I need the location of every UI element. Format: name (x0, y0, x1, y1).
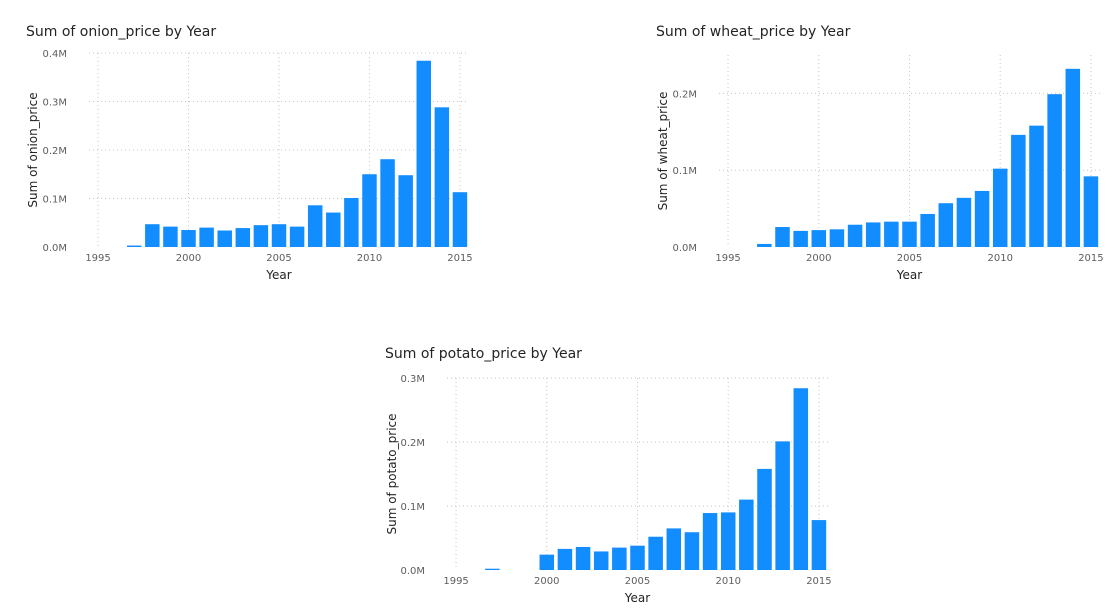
bar (720, 512, 736, 570)
chart-title: Sum of wheat_price by Year (656, 24, 851, 40)
bar (271, 224, 287, 247)
y-tick-label: 0.2M (672, 89, 697, 100)
bar (956, 197, 972, 247)
x-tick-label: 1995 (715, 253, 740, 264)
bar (829, 229, 845, 247)
x-tick-label: 2010 (715, 576, 740, 587)
bar (811, 520, 827, 570)
bar (775, 441, 790, 570)
bar (434, 107, 450, 247)
bar (1011, 134, 1026, 247)
y-tick-label: 0.0M (672, 243, 697, 254)
bar (1083, 176, 1099, 247)
bar (362, 174, 377, 247)
bar (793, 388, 809, 570)
bar (920, 213, 935, 247)
bar (557, 548, 573, 570)
bar (307, 205, 323, 247)
y-tick-label: 0.3M (42, 98, 67, 109)
y-tick-label: 0.2M (400, 438, 425, 449)
bar (575, 546, 591, 570)
x-tick-label: 2000 (176, 253, 201, 264)
x-axis-title: Year (624, 591, 650, 605)
x-tick-label: 2015 (447, 253, 472, 264)
potato-price-chart: 0.0M 0.1M 0.2M 0.3M 1995 2000 2005 2010 2015 Year… (385, 374, 832, 605)
onion-price-chart: 0.0M 0.1M 0.2M 0.3M 0.4M 1995 2000 2005 2010 2015… (26, 49, 473, 282)
bar (181, 230, 196, 247)
y-tick-label: 0.0M (42, 243, 67, 254)
x-tick-label: 2010 (987, 253, 1012, 264)
y-tick-label: 0.2M (42, 146, 67, 157)
bar (253, 225, 269, 247)
bar (847, 224, 863, 247)
x-axis-title: Year (896, 268, 922, 282)
bar (1029, 125, 1044, 247)
bar (127, 245, 142, 247)
bar (902, 221, 917, 247)
chart-title: Sum of onion_price by Year (26, 24, 217, 40)
bar (666, 528, 682, 570)
x-tick-label: 2005 (897, 253, 922, 264)
bar (145, 224, 160, 247)
y-axis-title: Sum of potato_price (385, 413, 399, 534)
bar (326, 212, 341, 247)
bar (757, 468, 772, 570)
y-axis-title: Sum of onion_price (26, 92, 40, 207)
bar (684, 532, 700, 570)
bar (938, 203, 954, 247)
bar (539, 554, 555, 570)
x-axis-title: Year (265, 268, 291, 282)
y-axis-title: Sum of wheat_price (656, 92, 670, 211)
x-tick-label: 2005 (625, 576, 650, 587)
x-tick-label: 1995 (443, 576, 468, 587)
bar (612, 547, 627, 570)
bar (757, 243, 772, 247)
chart-title: Sum of potato_price by Year (385, 346, 582, 362)
y-tick-label: 0.1M (42, 195, 67, 206)
bar (1065, 68, 1081, 247)
bar (163, 226, 178, 247)
bar (452, 192, 468, 247)
y-tick-label: 0.4M (42, 49, 67, 60)
bar (217, 230, 232, 247)
wheat-price-chart: 0.0M 0.1M 0.2M 1995 2000 2005 2010 2015 Year Sum … (656, 55, 1104, 282)
x-tick-label: 2000 (806, 253, 831, 264)
bar (793, 230, 808, 247)
x-tick-label: 2015 (806, 576, 831, 587)
bar (630, 545, 645, 570)
x-tick-label: 2010 (357, 253, 382, 264)
bar (775, 227, 790, 247)
y-tick-label: 0.3M (400, 374, 425, 385)
bar (235, 228, 251, 247)
bar (992, 168, 1008, 247)
bar (865, 222, 881, 247)
bar (1047, 94, 1062, 247)
bar (289, 226, 305, 247)
bar (648, 536, 663, 570)
x-tick-label: 2015 (1078, 253, 1103, 264)
bar (974, 190, 990, 247)
bar (739, 499, 754, 570)
x-tick-label: 1995 (85, 253, 110, 264)
y-tick-label: 0.0M (400, 566, 425, 577)
x-tick-label: 2005 (266, 253, 291, 264)
bar (702, 513, 718, 570)
bar (199, 227, 214, 247)
bar (380, 159, 395, 247)
bar (416, 60, 431, 248)
bar (398, 175, 413, 247)
bar (593, 551, 609, 570)
y-tick-label: 0.1M (672, 166, 697, 177)
x-tick-label: 2000 (534, 576, 559, 587)
bar (485, 568, 500, 570)
bar (884, 221, 899, 247)
bar (811, 230, 827, 247)
y-tick-label: 0.1M (400, 502, 425, 513)
bar (344, 198, 359, 247)
